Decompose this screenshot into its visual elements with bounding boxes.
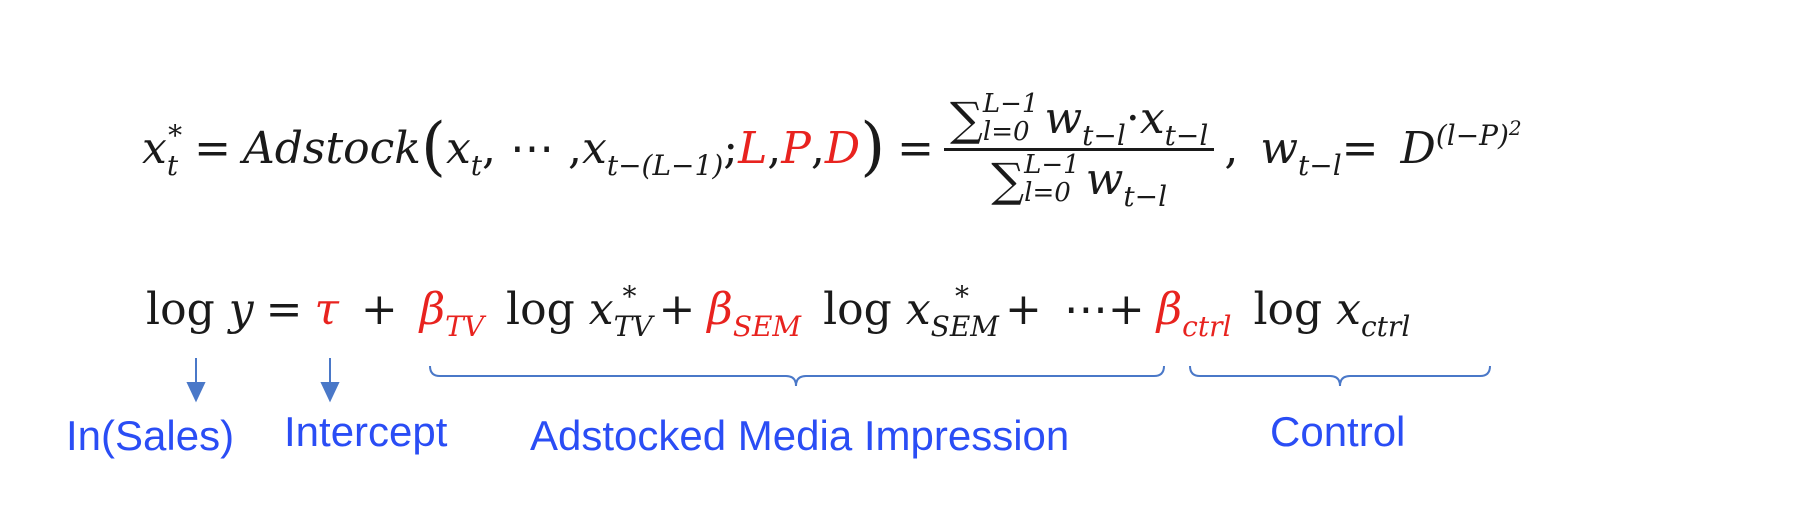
arrowhead-icon [320,382,340,403]
equals-sign: = [897,123,935,174]
ellipsis: ⋯ [1063,284,1108,335]
sum-symbol: ∑ [950,91,983,146]
x-t-minus-l: xt−(L−1) [581,123,724,182]
equals-sign: = [1341,123,1379,174]
sum-limits: L−1 l=0 [982,89,1039,147]
decay-term: D(l−P)2 [1400,116,1522,174]
control-brace [1189,365,1491,387]
equals-sign: = [265,284,303,335]
adstock-function: Adstock [242,123,421,174]
weight-lhs: wt−l [1260,123,1342,182]
fraction-denominator: ∑ L−1 l=0 wt−l [991,150,1168,213]
equals-sign: = [194,123,231,174]
plus-sign: + [658,284,696,335]
adstock-equation: xt* = Adstock ( xt , ⋯ , xt−(L−1) ; L , … [142,84,1522,214]
plus-sign: + [1004,284,1042,335]
x-t: xt [445,123,483,182]
ellipsis: , ⋯ , [482,123,582,174]
log-x-ctrl: log xctrl [1253,284,1411,343]
param-d: D [824,123,861,174]
media-brace [429,365,1165,387]
x-star: xt* [142,119,183,182]
separator-comma: , [1224,123,1239,174]
label-control: Control [1270,408,1406,455]
sum-limits: L−1 l=0 [1024,150,1080,208]
comma: , [810,123,825,174]
sum-symbol: ∑ [991,152,1025,207]
plus-sign: + [360,284,398,335]
beta-ctrl: βctrl [1156,284,1232,343]
beta-sem: βSEM [707,284,802,343]
plus-sign: + [1107,284,1145,335]
log-y: log y [146,284,254,335]
weighted-average-fraction: ∑ L−1 l=0 wt−l · xt−l ∑ L−1 l=0 wt−l [944,89,1215,213]
regression-equation: log y = τ + βTV log xTV* + βSEM log xSEM… [146,280,1411,343]
label-intercept: Intercept [284,408,448,455]
tau: τ [314,284,339,335]
label-media: Adstocked Media Impression [530,412,1070,459]
param-p: P [781,123,811,174]
fraction-numerator: ∑ L−1 l=0 wt−l · xt−l [950,89,1209,152]
beta-tv: βTV [419,284,485,343]
log-x-sem: log xSEM* [823,280,999,343]
arrowhead-icon [186,382,206,403]
comma: , [767,123,782,174]
left-paren: ( [420,110,446,184]
semicolon: ; [723,123,739,174]
fraction-bar [944,147,1215,151]
label-sales: In(Sales) [66,412,235,459]
log-x-tv: log xTV* [506,280,653,343]
param-l: L [738,123,768,174]
right-paren: ) [860,110,886,184]
